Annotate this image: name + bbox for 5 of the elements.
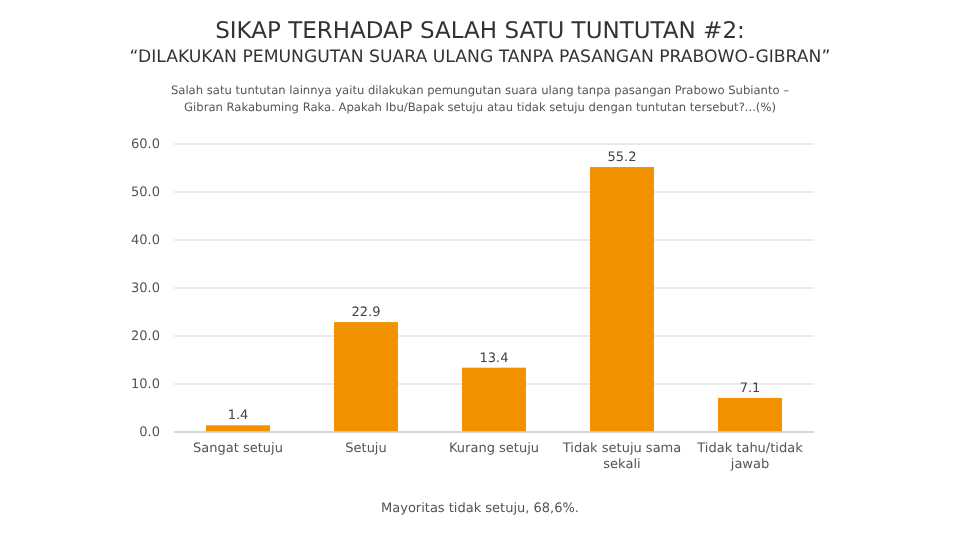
- bar: [718, 397, 782, 432]
- bar: [334, 322, 398, 432]
- chart-title: SIKAP TERHADAP SALAH SATU TUNTUTAN #2: “DILAKUKAN PEMUNGUTAN SUARA ULANG TANPA PASANGAN PRABOWO-GIBRAN”: [129, 16, 831, 68]
- bar: [462, 367, 526, 432]
- bar: [590, 167, 654, 432]
